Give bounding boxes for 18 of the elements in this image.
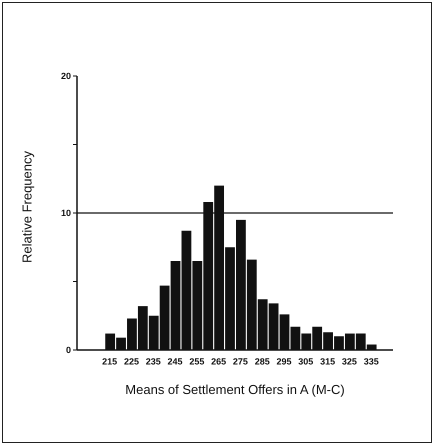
x-tick-label: 215 [102,356,118,366]
y-tick-label: 10 [60,208,71,218]
y-tick-label: 0 [66,345,71,356]
y-axis-title: Relative Frequency [20,150,35,263]
x-tick-label: 305 [298,356,314,366]
x-tick-label: 295 [276,356,292,366]
x-tick-label: 275 [232,356,248,366]
x-tick-label: 315 [320,356,336,366]
x-tick-label: 325 [342,356,357,366]
x-tick-label: 255 [189,356,204,366]
x-axis-title: Means of Settlement Offers in A (M-C) [125,382,345,397]
y-tick-label: 20 [60,71,71,82]
x-tick-label: 235 [146,356,161,366]
x-tick-label: 265 [211,356,226,366]
x-tick-label: 245 [168,356,183,366]
x-tick-label: 335 [364,356,379,366]
x-tick-label: 285 [254,356,270,366]
x-tick-label: 225 [124,356,139,366]
